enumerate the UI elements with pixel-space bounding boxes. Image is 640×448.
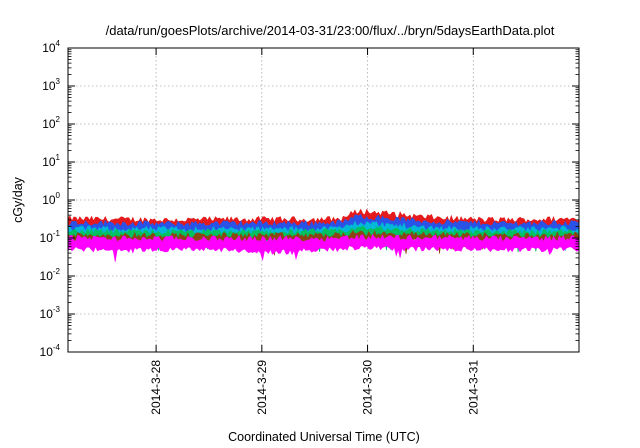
y-axis-label: cGy/day — [11, 176, 25, 223]
x-tick-labels: 2014-3-28 2014-3-29 2014-3-30 2014-3-31 — [149, 360, 480, 415]
x-tick-label: 2014-3-30 — [361, 360, 375, 415]
chart-title: /data/run/goesPlots/archive/2014-03-31/2… — [106, 23, 555, 38]
y-tick-label: 104 — [42, 39, 60, 55]
y-tick-exponent: -2 — [53, 267, 61, 276]
x-tick-label: 2014-3-31 — [466, 360, 480, 415]
ticks — [68, 47, 579, 353]
y-tick-base: 10 — [40, 231, 54, 245]
y-tick-label: 103 — [42, 77, 60, 93]
x-axis-label: Coordinated Universal Time (UTC) — [228, 430, 420, 444]
y-tick-base: 10 — [42, 193, 56, 207]
y-tick-exponent: 4 — [56, 39, 61, 48]
y-tick-exponent: 2 — [56, 115, 61, 124]
y-tick-label: 10-2 — [40, 267, 61, 283]
y-tick-label: 10-1 — [40, 229, 61, 245]
y-tick-exponent: 0 — [56, 191, 61, 200]
y-tick-exponent: 1 — [56, 153, 61, 162]
y-tick-label: 100 — [42, 191, 60, 207]
y-tick-base: 10 — [42, 79, 56, 93]
y-tick-base: 10 — [40, 269, 54, 283]
y-tick-label: 10-3 — [40, 305, 61, 321]
y-tick-exponent: -1 — [53, 229, 61, 238]
y-tick-label: 101 — [42, 153, 60, 169]
y-tick-label: 102 — [42, 115, 60, 131]
x-tick-label: 2014-3-28 — [149, 360, 163, 415]
x-tick-label: 2014-3-29 — [255, 360, 269, 415]
y-tick-exponent: -3 — [53, 305, 61, 314]
y-tick-base: 10 — [42, 117, 56, 131]
y-tick-exponent: 3 — [56, 77, 61, 86]
plot-area — [67, 47, 580, 353]
y-tick-base: 10 — [40, 345, 54, 359]
y-tick-label: 10-4 — [40, 343, 61, 359]
y-tick-base: 10 — [42, 41, 56, 55]
y-tick-exponent: -4 — [53, 343, 61, 352]
y-tick-base: 10 — [42, 155, 56, 169]
y-tick-base: 10 — [40, 307, 54, 321]
